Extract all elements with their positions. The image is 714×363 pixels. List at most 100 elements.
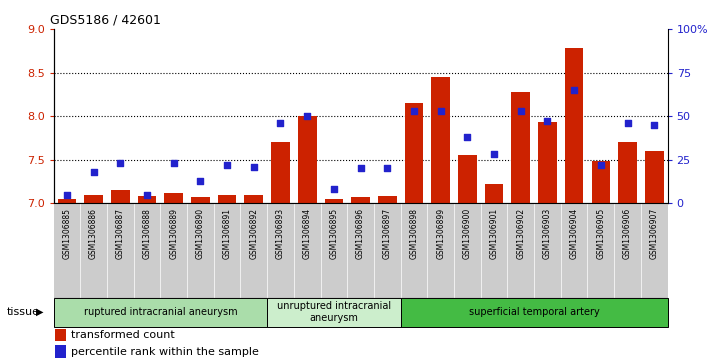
Text: GSM1306901: GSM1306901 <box>490 208 498 259</box>
Text: GDS5186 / 42601: GDS5186 / 42601 <box>51 13 161 26</box>
Text: GSM1306893: GSM1306893 <box>276 208 285 259</box>
Point <box>114 160 126 166</box>
Point <box>88 169 99 175</box>
Point <box>515 108 526 114</box>
Bar <box>641 203 668 298</box>
Bar <box>55 329 66 341</box>
Point <box>328 187 340 192</box>
Text: GSM1306907: GSM1306907 <box>650 208 659 259</box>
Point <box>381 166 393 171</box>
Bar <box>401 298 668 327</box>
Point <box>195 178 206 184</box>
Bar <box>325 199 343 203</box>
Text: ▶: ▶ <box>36 307 44 317</box>
Point <box>648 122 660 128</box>
Text: GSM1306894: GSM1306894 <box>303 208 312 259</box>
Bar <box>244 195 263 203</box>
Text: GSM1306899: GSM1306899 <box>436 208 445 259</box>
Point <box>275 120 286 126</box>
Bar <box>271 142 290 203</box>
Bar <box>481 203 508 298</box>
Text: GSM1306906: GSM1306906 <box>623 208 632 259</box>
Bar <box>54 298 267 327</box>
Point <box>61 192 73 197</box>
Text: GSM1306904: GSM1306904 <box>570 208 578 259</box>
Bar <box>458 155 477 203</box>
Text: GSM1306902: GSM1306902 <box>516 208 526 259</box>
Bar <box>294 203 321 298</box>
Bar <box>111 190 130 203</box>
Bar <box>508 203 534 298</box>
Bar <box>107 203 134 298</box>
Point <box>622 120 633 126</box>
Text: transformed count: transformed count <box>71 330 174 340</box>
Bar <box>645 151 663 203</box>
Point <box>248 164 259 170</box>
Bar <box>351 197 370 203</box>
Text: GSM1306887: GSM1306887 <box>116 208 125 259</box>
Point <box>301 113 313 119</box>
Text: GSM1306885: GSM1306885 <box>62 208 71 259</box>
Bar <box>267 298 401 327</box>
Text: GSM1306886: GSM1306886 <box>89 208 98 259</box>
Point <box>221 162 233 168</box>
Text: GSM1306900: GSM1306900 <box>463 208 472 259</box>
Bar <box>55 345 66 358</box>
Text: GSM1306890: GSM1306890 <box>196 208 205 259</box>
Bar <box>321 203 347 298</box>
Text: superficial temporal artery: superficial temporal artery <box>468 307 600 317</box>
Bar <box>134 203 161 298</box>
Text: GSM1306895: GSM1306895 <box>329 208 338 259</box>
Point <box>408 108 420 114</box>
Bar <box>565 48 583 203</box>
Text: GSM1306889: GSM1306889 <box>169 208 178 259</box>
Bar <box>614 203 641 298</box>
Text: GSM1306905: GSM1306905 <box>596 208 605 259</box>
Text: tissue: tissue <box>7 307 40 317</box>
Point <box>141 192 153 197</box>
Text: GSM1306897: GSM1306897 <box>383 208 392 259</box>
Bar <box>560 203 588 298</box>
Bar <box>218 195 236 203</box>
Point <box>542 118 553 124</box>
Bar <box>138 196 156 203</box>
Text: percentile rank within the sample: percentile rank within the sample <box>71 347 258 356</box>
Bar <box>401 203 427 298</box>
Bar <box>405 103 423 203</box>
Point <box>462 134 473 140</box>
Bar <box>511 92 530 203</box>
Bar <box>485 184 503 203</box>
Bar <box>347 203 374 298</box>
Bar <box>191 197 210 203</box>
Text: GSM1306896: GSM1306896 <box>356 208 365 259</box>
Bar <box>213 203 241 298</box>
Bar <box>84 195 103 203</box>
Bar <box>187 203 213 298</box>
Bar <box>241 203 267 298</box>
Point <box>595 162 607 168</box>
Text: GSM1306892: GSM1306892 <box>249 208 258 259</box>
Bar <box>588 203 614 298</box>
Point <box>488 152 500 158</box>
Bar <box>54 203 80 298</box>
Bar <box>80 203 107 298</box>
Text: ruptured intracranial aneurysm: ruptured intracranial aneurysm <box>84 307 237 317</box>
Bar <box>58 199 76 203</box>
Bar <box>538 122 557 203</box>
Point <box>168 160 179 166</box>
Text: GSM1306891: GSM1306891 <box>223 208 231 259</box>
Bar <box>431 77 450 203</box>
Bar <box>618 142 637 203</box>
Text: GSM1306898: GSM1306898 <box>409 208 418 259</box>
Bar <box>267 203 294 298</box>
Bar <box>534 203 560 298</box>
Bar <box>427 203 454 298</box>
Bar <box>164 193 183 203</box>
Bar <box>298 116 316 203</box>
Bar <box>591 162 610 203</box>
Bar <box>454 203 481 298</box>
Point <box>435 108 446 114</box>
Text: GSM1306888: GSM1306888 <box>143 208 151 259</box>
Text: unruptured intracranial
aneurysm: unruptured intracranial aneurysm <box>277 301 391 323</box>
Point <box>355 166 366 171</box>
